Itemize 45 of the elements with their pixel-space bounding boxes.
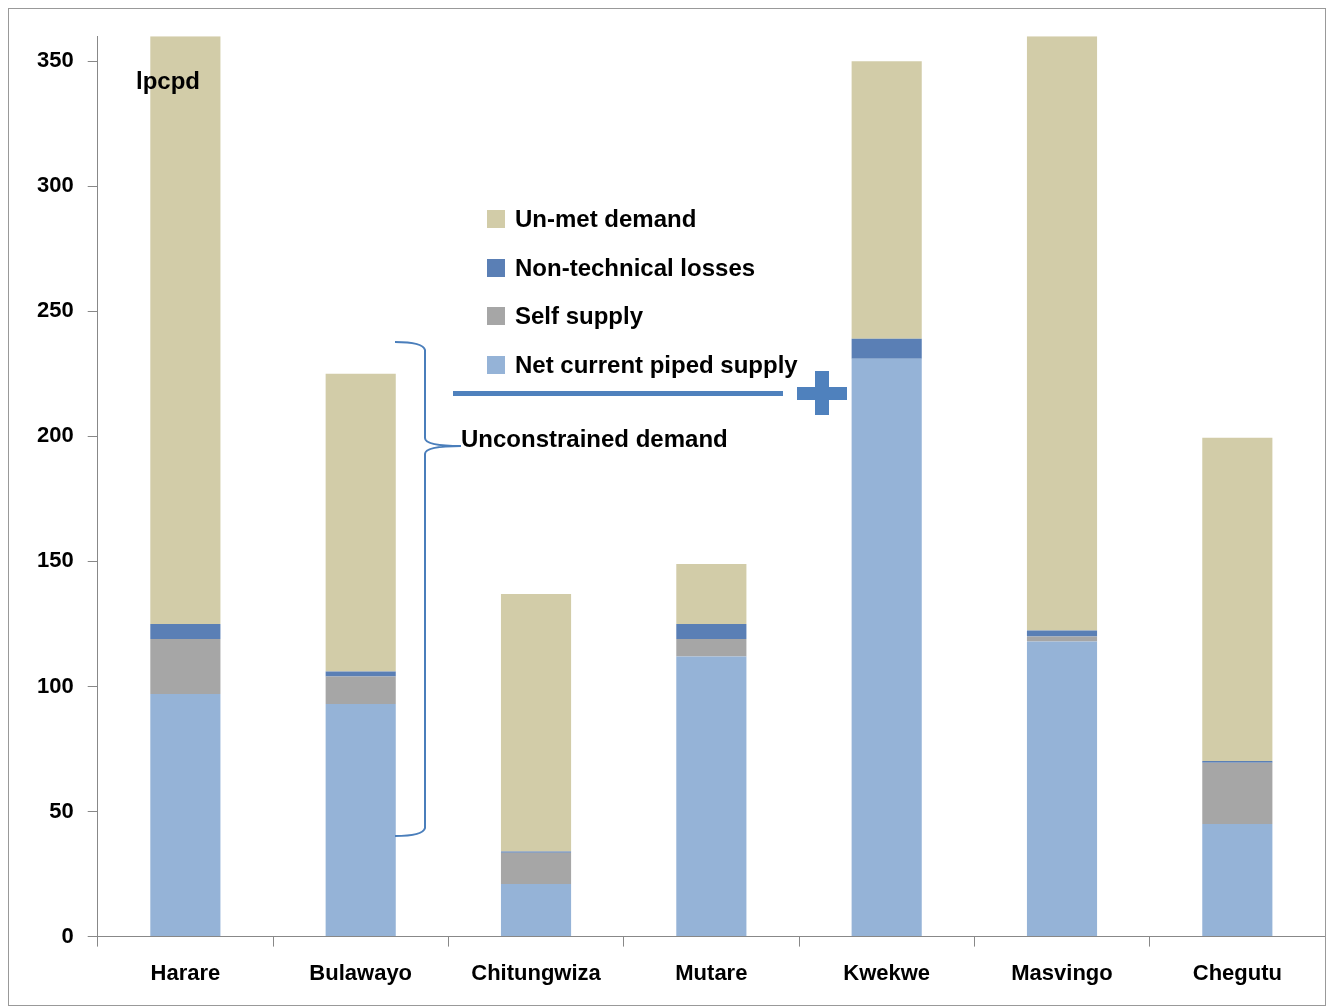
- y-tick-label: 50: [49, 797, 74, 823]
- x-tick-label: Masvingo: [1011, 959, 1113, 985]
- y-axis-title: lpcpd: [136, 67, 200, 95]
- bar: [1026, 630, 1098, 637]
- y-tick-label: 100: [36, 672, 74, 698]
- legend-label: Net current piped supply: [515, 350, 798, 379]
- bar: [676, 563, 747, 624]
- y-tick-label: 250: [36, 297, 74, 323]
- x-tick-label: Mutare: [675, 959, 748, 985]
- bar: [676, 623, 747, 639]
- bar: [676, 638, 747, 657]
- bar: [1026, 636, 1098, 642]
- bar: [150, 693, 221, 937]
- x-tick-label: Chegutu: [1192, 959, 1282, 985]
- legend-label: Non-technical losses: [515, 253, 756, 282]
- y-tick-label: 200: [36, 422, 74, 448]
- x-tick-label: Kwekwe: [843, 959, 931, 985]
- y-tick-label: 0: [61, 922, 74, 948]
- bar: [150, 623, 221, 639]
- bar: [325, 671, 396, 677]
- bar: [851, 358, 922, 937]
- bar: [851, 61, 922, 339]
- bar: [325, 676, 396, 704]
- bar: [851, 338, 922, 359]
- bar: [1202, 824, 1273, 937]
- bar: [1202, 762, 1273, 825]
- bar: [500, 852, 572, 885]
- annotation: Unconstrained demand: [461, 425, 728, 453]
- x-tick-label: Chitungwiza: [471, 959, 602, 985]
- legend-label: Un-met demand: [515, 205, 697, 234]
- legend-label: Self supply: [515, 302, 644, 331]
- bar: [325, 373, 396, 672]
- bar: [1026, 641, 1098, 937]
- bar: [1026, 36, 1098, 631]
- y-tick-label: 350: [36, 47, 74, 73]
- bar: [500, 884, 572, 937]
- bar: [325, 704, 396, 937]
- x-tick-label: Harare: [150, 959, 221, 985]
- x-tick-label: Bulawayo: [309, 959, 413, 985]
- y-tick-label: 300: [36, 172, 74, 198]
- y-tick-label: 150: [36, 547, 74, 573]
- bar: [676, 656, 747, 937]
- bar: [500, 593, 572, 852]
- bar: [150, 638, 221, 694]
- bar: [1202, 437, 1273, 762]
